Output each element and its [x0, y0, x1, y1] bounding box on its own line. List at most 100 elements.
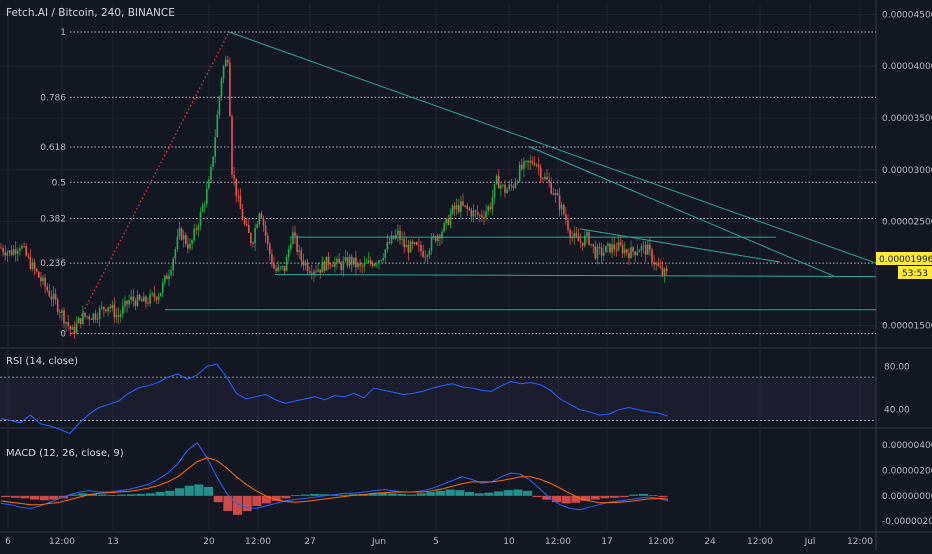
x-tick-label: 20: [203, 537, 215, 547]
macd-histogram-bar: [455, 490, 465, 496]
candle-body: [516, 181, 519, 183]
macd-histogram-bar: [184, 485, 194, 496]
candle-body: [329, 264, 332, 266]
candle-body: [504, 184, 506, 194]
countdown-tag: [898, 266, 932, 279]
candle-body: [462, 201, 464, 206]
candle-body: [292, 232, 294, 245]
candle-body: [227, 59, 229, 63]
macd-histogram-bar: [97, 494, 107, 496]
candle-body: [42, 277, 44, 282]
macd-pane[interactable]: [0, 441, 669, 515]
candle-body: [445, 218, 447, 224]
candle-body: [411, 241, 414, 244]
candle-body: [252, 243, 254, 244]
candle-body: [628, 252, 630, 259]
macd-histogram-bar: [49, 495, 59, 500]
candle-body: [75, 323, 78, 333]
candle-body: [245, 223, 248, 226]
candle-body: [567, 220, 569, 230]
candle-body: [134, 300, 137, 307]
candle-body: [317, 269, 319, 272]
candle-body: [573, 233, 576, 238]
macd-histogram-bar: [407, 494, 417, 496]
candle-body: [386, 242, 389, 250]
candle-body: [311, 273, 313, 275]
x-tick-label: 5: [433, 537, 439, 547]
price-axis[interactable]: 0.00004500 0.00004000 0.00003500 0.00003000…: [882, 10, 932, 527]
candle-body: [92, 313, 95, 321]
candle-body: [290, 244, 292, 250]
candle-body: [210, 166, 212, 180]
candle-body: [206, 188, 208, 204]
candle-body: [422, 251, 424, 257]
candle-body: [193, 228, 195, 240]
candle-body: [117, 315, 120, 317]
rsi-pane[interactable]: [0, 363, 876, 435]
fib-level-label: 0.786: [40, 93, 66, 103]
time-axis[interactable]: 6 12:00 13 20 12:00 27 Jun 5 10 12:00 17 12:00 24 12:…: [5, 537, 873, 547]
candle-body: [401, 238, 403, 240]
candle-body: [336, 258, 338, 263]
candle-body: [241, 208, 244, 220]
x-tick-label: Jul: [804, 537, 816, 547]
candle-body: [344, 257, 347, 261]
candle-body: [497, 175, 500, 189]
candle-body: [420, 245, 422, 252]
candle-body: [355, 257, 357, 268]
candle-body: [493, 184, 496, 198]
macd-histogram-bar: [242, 495, 252, 512]
macd-histogram-bar: [426, 492, 436, 496]
fib-level-label: 0.618: [40, 143, 66, 153]
macd-histogram-bar: [542, 495, 552, 500]
macd-histogram-bar: [561, 495, 571, 504]
candle-body: [403, 238, 405, 248]
x-tick-label: 17: [601, 537, 612, 547]
candle-body: [510, 184, 513, 186]
x-tick-label: 12:00: [648, 537, 674, 547]
candle-body: [153, 293, 156, 298]
macd-histogram-bar: [329, 494, 339, 496]
candle-body: [361, 265, 363, 267]
candle-body: [424, 256, 426, 258]
candle-body: [359, 263, 361, 266]
candle-body: [88, 316, 90, 320]
candle-body: [378, 260, 380, 264]
price-pane[interactable]: 1 0.786 0.618 0.5 0.382 0.236 0: [0, 28, 877, 340]
candle-body: [157, 296, 160, 300]
candle-body: [338, 258, 340, 264]
candle-body: [544, 176, 546, 180]
macd-histogram-bar: [155, 492, 165, 496]
macd-histogram-bar: [387, 493, 397, 496]
candle-body: [10, 250, 13, 255]
candle-body: [430, 237, 433, 251]
candle-body: [416, 242, 418, 245]
candle-body: [581, 242, 584, 246]
candle-body: [161, 282, 164, 293]
candle-body: [332, 265, 334, 267]
candle-body: [521, 164, 523, 169]
candle-body: [29, 256, 32, 269]
candle-body: [428, 250, 431, 256]
candle-body: [357, 263, 359, 268]
candle-body: [476, 211, 479, 216]
candle-body: [642, 245, 645, 246]
candle-body: [451, 205, 454, 214]
candle-body: [0, 247, 2, 249]
candle-body: [168, 275, 170, 280]
candle-body: [638, 250, 641, 253]
macd-tick-label: 0.00000200: [882, 467, 932, 477]
candle-body: [353, 257, 355, 265]
candle-body: [50, 296, 53, 300]
countdown-label: 53:53: [902, 269, 928, 279]
candle-body: [113, 304, 116, 318]
candle-body: [84, 312, 86, 317]
candle-body: [594, 246, 597, 259]
candle-body: [151, 293, 153, 295]
candle-body: [283, 265, 286, 272]
candle-body: [655, 263, 657, 265]
macd-histogram-bar: [126, 494, 136, 496]
candle-body: [27, 255, 30, 257]
